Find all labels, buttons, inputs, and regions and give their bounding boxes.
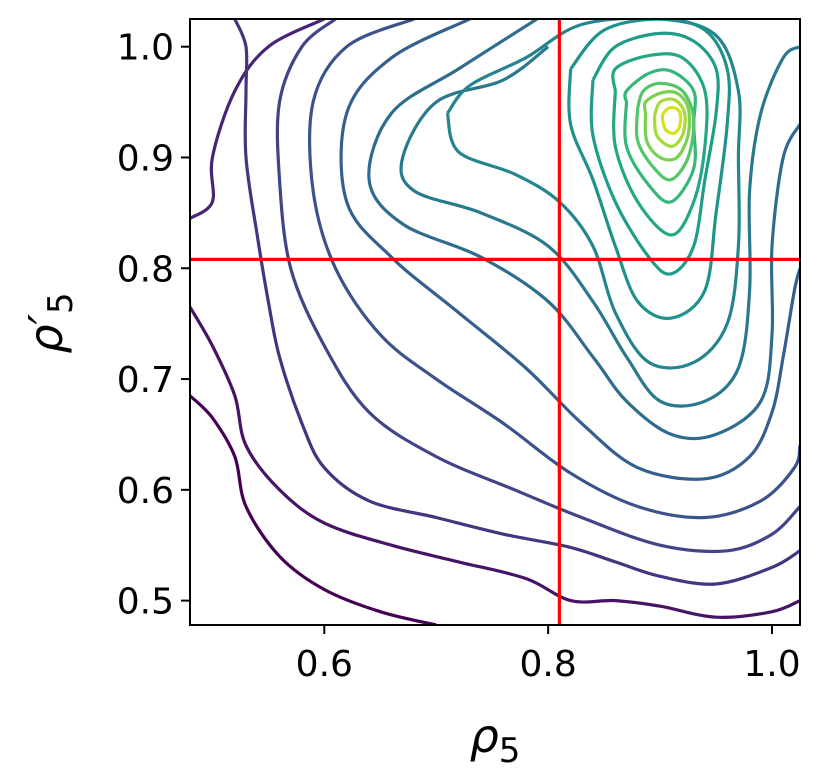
contour-level-12	[589, 31, 720, 276]
y-axis-label: ρ′5	[19, 292, 81, 353]
contour-level-13	[611, 52, 709, 237]
contour-level-15	[634, 81, 696, 182]
contour-level-6	[308, 19, 800, 520]
contour-level-3	[190, 19, 326, 220]
contour-level-8	[367, 19, 800, 441]
x-axis-label: ρ5	[470, 709, 521, 771]
y-axis-ticks: 0.5 0.6 0.7 0.8 0.9 1.0	[117, 28, 190, 623]
contour-level-4	[233, 19, 800, 586]
x-axis-label-sub: 5	[499, 731, 521, 771]
x-axis-ticks: 0.6 0.8 1.0	[296, 625, 801, 685]
y-tick-label: 0.9	[117, 138, 174, 179]
y-tick-label: 1.0	[117, 28, 174, 69]
x-axis-label-main: ρ	[470, 709, 499, 763]
contour-level-1	[190, 394, 437, 625]
x-tick-label: 0.6	[296, 644, 353, 685]
y-tick-label: 0.6	[117, 471, 174, 512]
contour-level-5	[275, 19, 800, 554]
contour-level-2	[190, 306, 800, 619]
x-tick-label: 0.8	[520, 644, 577, 685]
y-tick-label: 0.8	[117, 249, 174, 290]
y-axis-label-main: ρ′	[19, 313, 73, 353]
contour-level-9	[399, 45, 800, 408]
contour-level-16	[642, 90, 692, 162]
y-axis-label-sub: 5	[41, 292, 81, 314]
plot-area	[190, 19, 800, 625]
y-tick-label: 0.5	[117, 582, 174, 623]
y-tick-label: 0.7	[117, 360, 174, 401]
x-tick-label: 1.0	[743, 644, 800, 685]
contour-level-7	[339, 19, 800, 481]
plot-frame	[189, 18, 801, 626]
contour-level-18	[660, 105, 683, 135]
contour-level-17	[652, 97, 687, 148]
contour-lines	[190, 19, 800, 625]
reference-lines	[190, 19, 800, 625]
